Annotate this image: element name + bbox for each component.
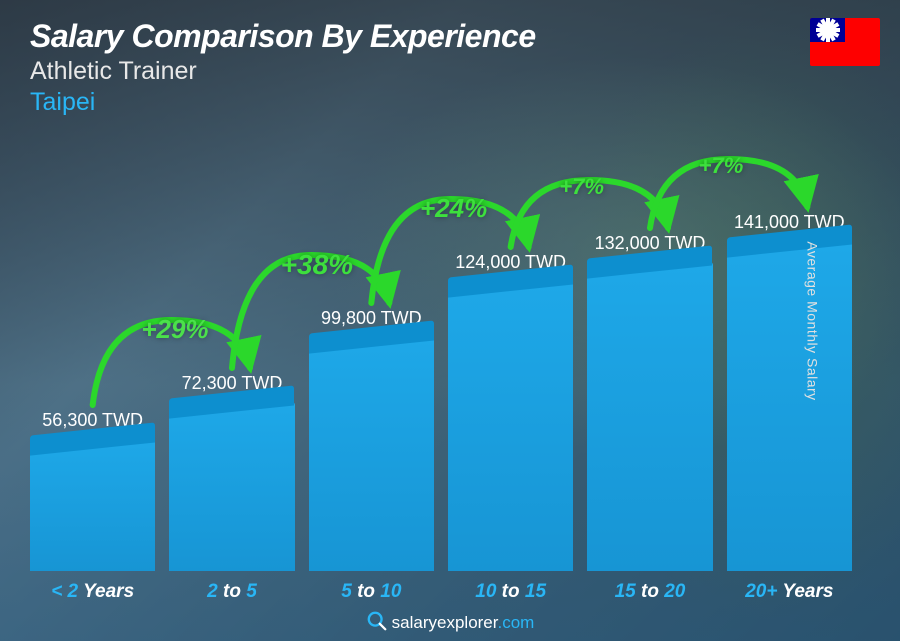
bar-column: 132,000 TWD: [587, 233, 712, 571]
delta-percent-label: +38%: [281, 249, 353, 281]
x-axis-label: 2 to 5: [169, 581, 294, 603]
chart-area: 56,300 TWD72,300 TWD99,800 TWD124,000 TW…: [30, 140, 852, 571]
subtitle-role: Athletic Trainer: [30, 57, 870, 86]
page-title: Salary Comparison By Experience: [30, 18, 870, 55]
x-axis-label: < 2 Years: [30, 581, 155, 603]
bar: [30, 439, 155, 571]
delta-percent-label: +7%: [699, 153, 744, 179]
bar-column: 72,300 TWD: [169, 373, 294, 571]
bar-column: 124,000 TWD: [448, 252, 573, 571]
bar-column: 56,300 TWD: [30, 410, 155, 571]
delta-percent-label: +7%: [559, 174, 604, 200]
x-axis-label: 20+ Years: [727, 581, 852, 603]
subtitle-location: Taipei: [30, 88, 870, 117]
bar: [169, 402, 294, 571]
delta-percent-label: +24%: [420, 193, 487, 224]
footer-site: salaryexplorer: [392, 613, 498, 632]
y-axis-label: Average Monthly Salary: [804, 241, 820, 400]
footer-tld: .com: [497, 613, 534, 632]
bar-column: 99,800 TWD: [309, 308, 434, 571]
footer-attribution: salaryexplorer.com: [0, 610, 900, 633]
x-axis-label: 5 to 10: [309, 581, 434, 603]
bar: [309, 337, 434, 571]
x-axis-label: 15 to 20: [587, 581, 712, 603]
taiwan-flag-icon: [810, 18, 880, 66]
bar: [727, 241, 852, 571]
bar-column: 141,000 TWD: [727, 212, 852, 571]
x-axis-label: 10 to 15: [448, 581, 573, 603]
bar: [448, 281, 573, 571]
bar: [587, 262, 712, 571]
header: Salary Comparison By Experience Athletic…: [30, 18, 870, 117]
x-axis-labels: < 2 Years 2 to 5 5 to 10 10 to 15 15 to 20 20…: [30, 581, 852, 603]
delta-percent-label: +29%: [141, 314, 208, 345]
magnifier-icon: [366, 610, 388, 632]
